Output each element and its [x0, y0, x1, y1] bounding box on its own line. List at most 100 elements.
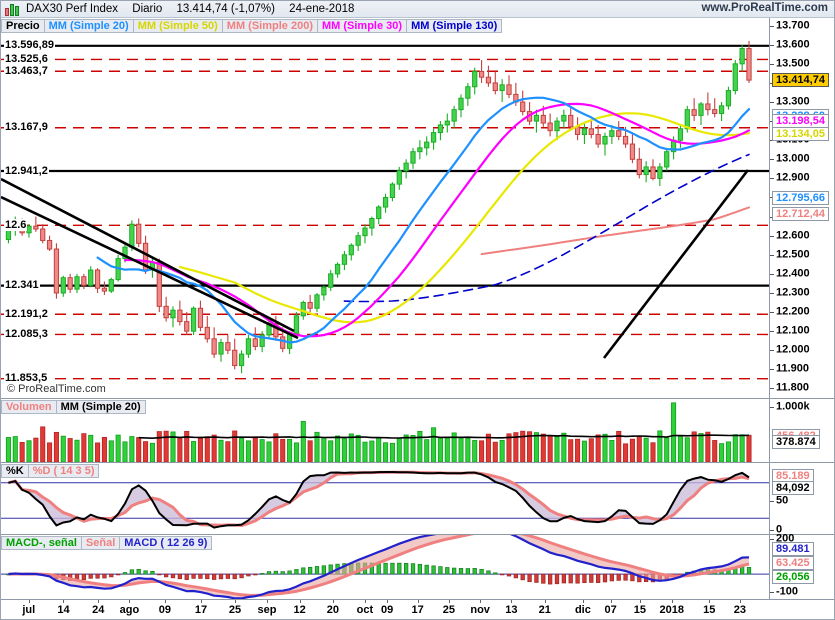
date-tick-label: 17	[194, 604, 208, 616]
ma200-value-box[interactable]: 12.712,44	[772, 207, 829, 222]
date-tickmark	[164, 600, 166, 603]
macd-plot-area[interactable]	[1, 535, 769, 599]
date-tickmark	[582, 600, 584, 603]
legend-item-1[interactable]: %D ( 14 3 5)	[27, 464, 100, 478]
date-tickmark	[671, 600, 673, 603]
date-tickmark	[266, 600, 268, 603]
price-tick-label: 13.500	[776, 57, 810, 70]
macd-signal-value-box[interactable]: 63.425	[772, 556, 814, 571]
timeframe-label: Diario	[132, 3, 163, 15]
legend-item-1[interactable]: MM (Simple 20)	[43, 19, 133, 33]
legend-item-2[interactable]: MACD ( 12 26 9)	[119, 536, 213, 550]
stochastic-legend: %K %D ( 14 3 5)	[1, 464, 100, 478]
price-level-label: 12.6	[4, 218, 28, 231]
legend-item-2[interactable]: MM (Simple 50)	[132, 19, 222, 33]
axis-tickmark	[770, 369, 774, 371]
date-tickmark	[28, 600, 30, 603]
date-tickmark	[200, 600, 202, 603]
date-axis[interactable]: jul 14 24 ago 09 17 25 sep 12 20 oct 09 17 25 nov 13 21 d…	[1, 599, 834, 619]
macd-tick-label: -100	[776, 585, 799, 598]
legend-item-label: Precio	[6, 20, 40, 32]
stochastic-tick-label: 0	[776, 523, 783, 536]
candlestick-icon	[4, 3, 22, 16]
axis-tickmark	[770, 44, 774, 46]
axis-tickmark	[770, 591, 774, 593]
axis-tickmark	[770, 388, 774, 390]
last-price-box[interactable]: 13.414,74	[772, 73, 829, 88]
legend-item-3[interactable]: MM (Simple 200)	[221, 19, 317, 33]
stochastic-tick-label: 50	[776, 494, 789, 506]
volume-axis[interactable]: 1.000k456.482378.874	[769, 399, 834, 462]
price-level-label: 12.085,3	[4, 327, 49, 340]
axis-tickmark	[770, 292, 774, 294]
price-level-label: 12.941,2	[4, 164, 49, 177]
stoch-k-value-box[interactable]: 84,092	[772, 481, 814, 496]
date-tickmark	[299, 600, 301, 603]
date-tickmark	[610, 600, 612, 603]
legend-item-0[interactable]: Volumen	[1, 400, 56, 414]
date-tick-label: 09	[158, 604, 171, 616]
axis-tickmark	[770, 235, 774, 237]
axis-tickmark	[770, 159, 774, 161]
date-tick-label: nov	[470, 604, 490, 616]
date-tick-label: sep	[257, 604, 277, 616]
axis-tickmark	[770, 273, 774, 275]
date-tick-label: 15	[633, 604, 646, 616]
macd-hist-value-box[interactable]: 26,056	[772, 570, 814, 585]
date-tickmark	[364, 600, 366, 603]
legend-item-4[interactable]: MM (Simple 30)	[316, 19, 407, 33]
price-level-label: 13.596,89	[4, 39, 55, 52]
macd-axis[interactable]: 200 -100 89.481 63.425 26,056	[769, 532, 834, 599]
price-tick-label: 13.600	[776, 38, 810, 51]
price-legend: Precio MM (Simple 20) MM (Simple 50) MM (Si…	[1, 19, 503, 33]
legend-item-label: MM (Simple 130)	[411, 20, 498, 32]
stochastic-plot-area[interactable]	[1, 463, 769, 534]
price-plot-area[interactable]	[1, 18, 769, 398]
legend-item-5[interactable]: MM (Simple 130)	[406, 19, 503, 33]
legend-item-label: Señal	[85, 537, 116, 549]
provider-url: www.ProRealTime.com	[701, 2, 828, 14]
axis-tickmark	[770, 538, 774, 540]
legend-item-1[interactable]: Señal	[80, 536, 120, 550]
legend-item-0[interactable]: MACD-, señal	[1, 536, 81, 550]
macd-tick-label: 200	[776, 532, 795, 545]
axis-tickmark	[770, 178, 774, 180]
macd-value-box[interactable]: 89.481	[772, 542, 814, 557]
price-tick-label: 13.000	[776, 152, 810, 165]
legend-item-label: MM (Simple 20)	[48, 20, 129, 32]
stochastic-axis[interactable]: 50 0 85.189 84,092	[769, 463, 834, 536]
date-tickmark	[544, 600, 546, 603]
price-level-label: 12.191,2	[4, 307, 49, 320]
date-tickmark	[129, 600, 131, 603]
legend-item-label: MACD-, señal	[6, 537, 77, 549]
date-tick-label: 20	[326, 604, 340, 616]
legend-item-0[interactable]: %K	[1, 464, 28, 478]
axis-tickmark	[770, 25, 774, 27]
date-tickmark	[448, 600, 450, 603]
instrument-name: DAX30 Perf Index	[26, 3, 119, 15]
date-tick-label: 24	[92, 604, 105, 616]
date-tickmark	[709, 600, 711, 603]
axis-tickmark	[770, 530, 774, 531]
legend-item-label: %K	[6, 465, 24, 477]
price-tick-label: 11.900	[776, 362, 810, 375]
stoch-d-value-box[interactable]: 85.189	[772, 468, 814, 483]
legend-item-label: MM (Simple 200)	[226, 20, 313, 32]
volume-plot-area[interactable]	[1, 399, 769, 462]
stochastic-panel: 50 0 85.189 84,092	[1, 463, 834, 536]
date-tick-label: 09	[380, 604, 394, 616]
ma50-value-box[interactable]: 13.134,05	[772, 126, 829, 141]
ma130-value-box[interactable]: 12.795,66	[772, 191, 829, 206]
date-tickmark	[417, 600, 419, 603]
axis-tickmark	[770, 63, 774, 65]
legend-item-0[interactable]: Precio	[1, 19, 44, 33]
date-tick-label: jul	[22, 604, 36, 616]
price-tick-label: 12.900	[776, 171, 810, 184]
date-tick-label: 25	[442, 604, 455, 616]
legend-item-label: MM (Simple 50)	[137, 20, 218, 32]
price-axis[interactable]: 13.70013.60013.50013.40013.30013.20013.1…	[769, 18, 834, 398]
price-panel: 13.70013.60013.50013.40013.30013.20013.1…	[1, 18, 834, 398]
legend-item-1[interactable]: MM (Simple 20)	[55, 400, 146, 414]
date-tickmark	[98, 600, 100, 603]
volume-ma-value-box[interactable]: 378.874	[772, 435, 820, 450]
